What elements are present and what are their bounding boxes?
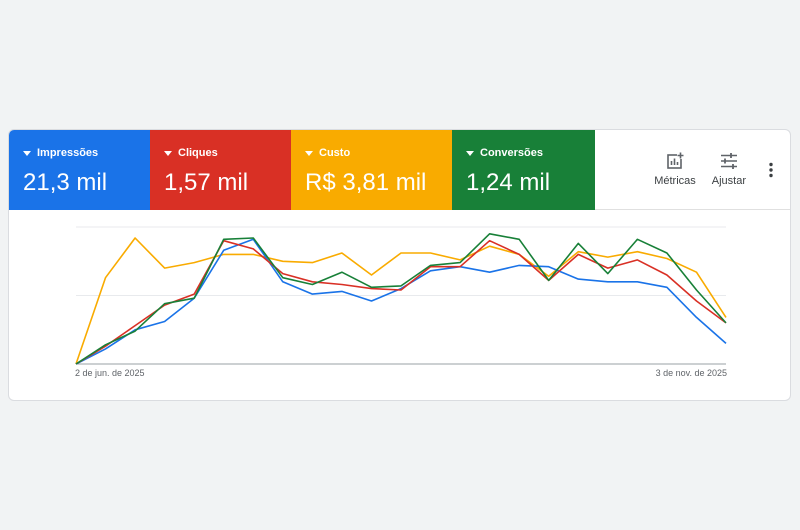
x-axis-end-label: 3 de nov. de 2025 (655, 368, 727, 378)
line-chart (75, 226, 727, 365)
metric-value: 1,24 mil (466, 169, 551, 196)
performance-card: Impressões 21,3 mil Cliques 1,57 mil Cus… (8, 129, 791, 401)
dropdown-arrow-icon[interactable] (305, 151, 313, 156)
series-line-1 (75, 238, 727, 365)
more-options-button[interactable] (768, 152, 774, 183)
x-axis-start-label: 2 de jun. de 2025 (75, 368, 145, 378)
dropdown-arrow-icon[interactable] (466, 151, 474, 156)
metric-tile-cost[interactable]: Custo R$ 3,81 mil (291, 130, 452, 210)
adjust-button[interactable]: Ajustar (712, 152, 746, 187)
metric-tile-clicks[interactable]: Cliques 1,57 mil (150, 130, 291, 210)
adjust-button-label: Ajustar (711, 175, 746, 187)
chart-gridlines (76, 226, 726, 365)
dropdown-arrow-icon[interactable] (164, 151, 172, 156)
chart-tools: Métricas Ajustar (595, 130, 790, 209)
metric-label: Custo (319, 147, 351, 159)
series-line-2 (75, 239, 727, 365)
chart-series (75, 232, 727, 365)
metric-label: Conversões (480, 147, 543, 159)
performance-chart: 2 de jun. de 2025 3 de nov. de 2025 (9, 210, 790, 400)
metrics-button[interactable]: Métricas (654, 152, 696, 187)
metric-label: Impressões (37, 147, 99, 159)
metric-value: 1,57 mil (164, 169, 249, 196)
tune-icon (720, 152, 738, 170)
metric-label: Cliques (178, 147, 218, 159)
dropdown-arrow-icon[interactable] (23, 151, 31, 156)
metric-value: 21,3 mil (23, 169, 108, 196)
metric-tiles: Impressões 21,3 mil Cliques 1,57 mil Cus… (9, 130, 790, 210)
series-line-4 (75, 232, 727, 365)
metric-tile-impressions[interactable]: Impressões 21,3 mil (9, 130, 150, 210)
metrics-button-label: Métricas (654, 175, 696, 187)
series-line-3 (75, 237, 727, 365)
metric-tile-conversions[interactable]: Conversões 1,24 mil (452, 130, 595, 210)
add-chart-icon (666, 152, 684, 170)
more-vert-icon (768, 162, 774, 182)
metric-value: R$ 3,81 mil (305, 169, 427, 196)
